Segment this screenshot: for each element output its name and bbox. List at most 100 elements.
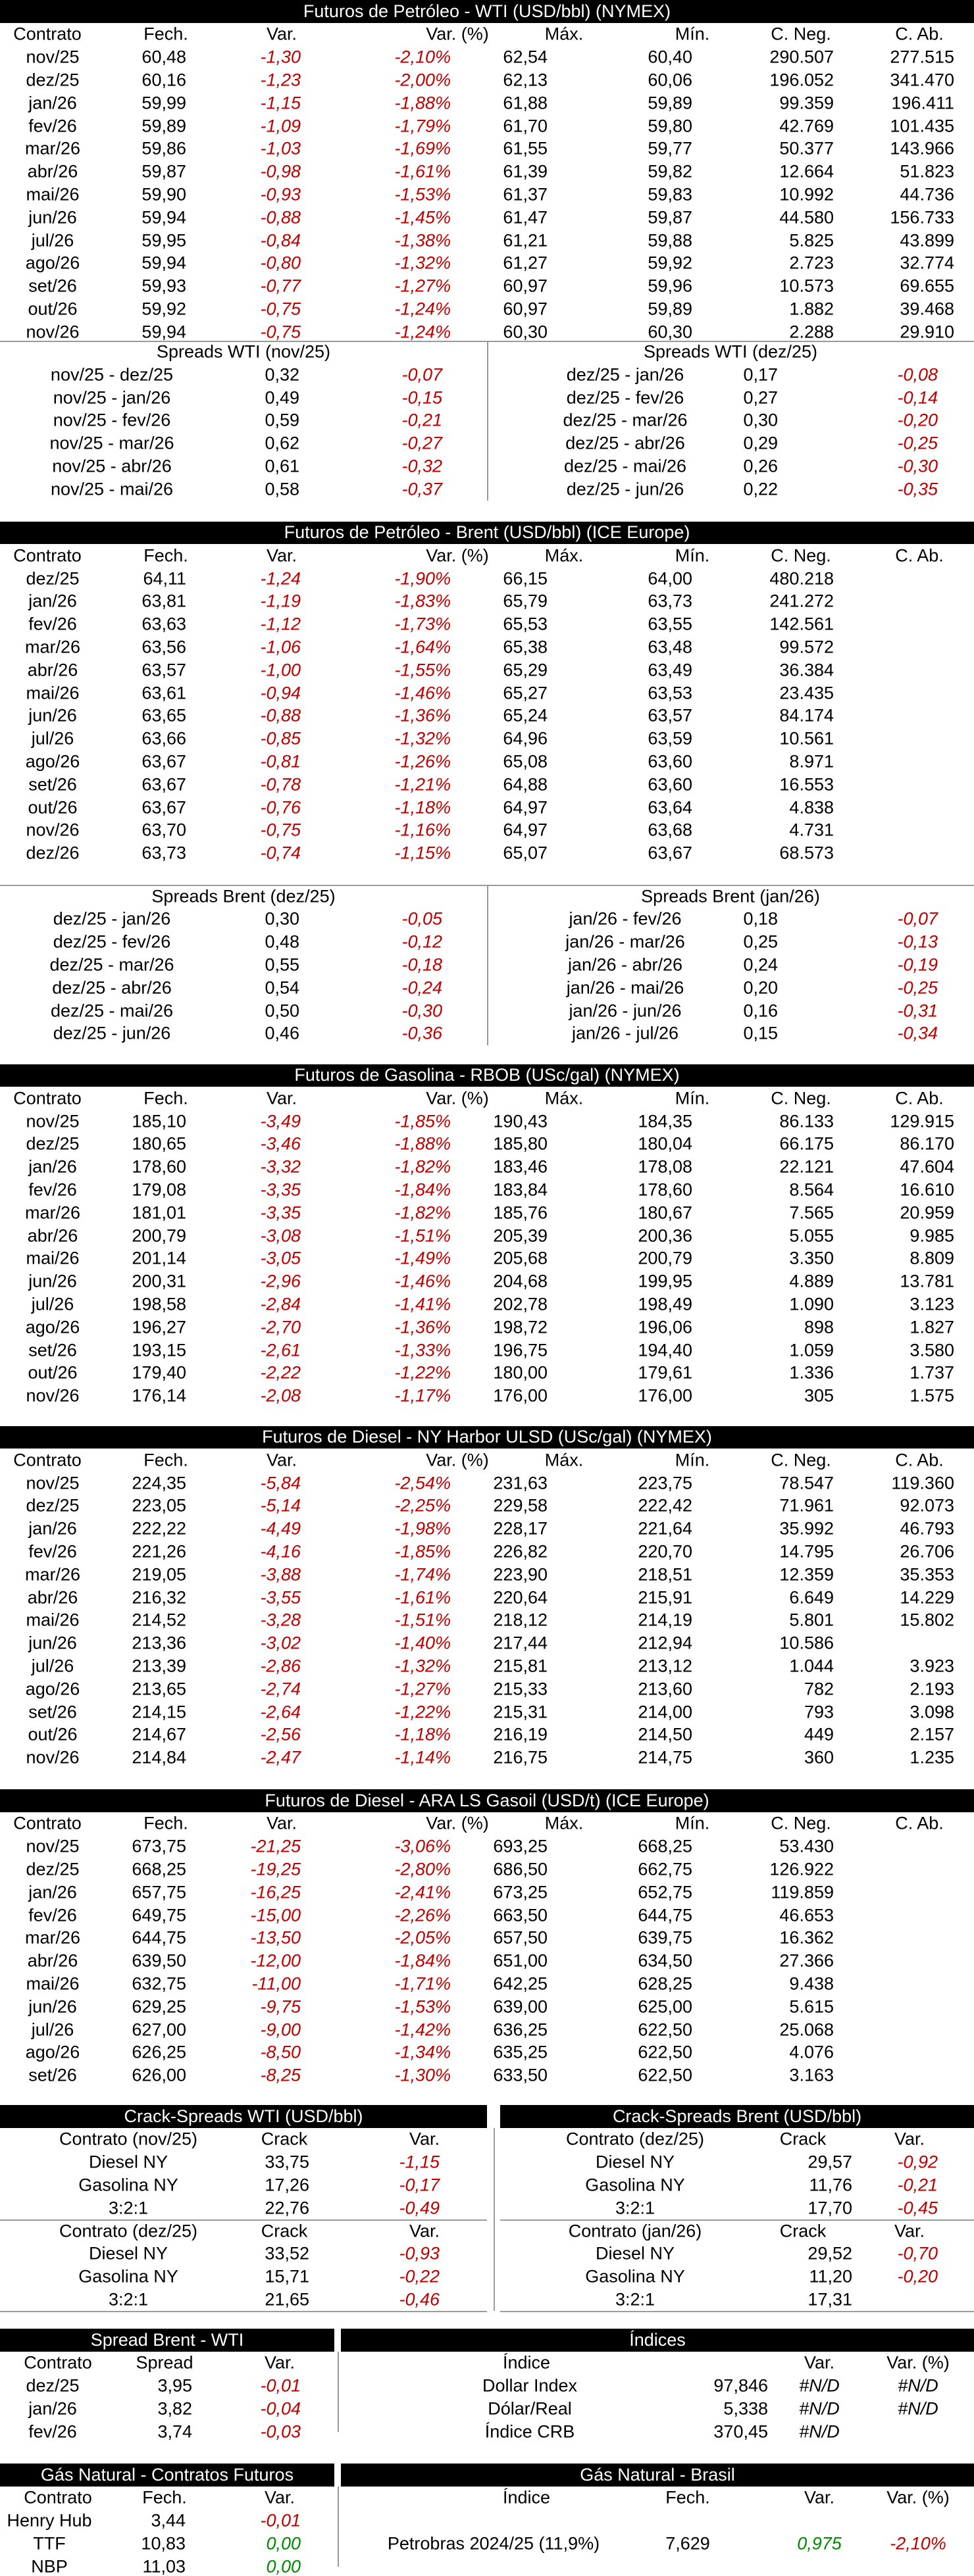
cell: 119.360	[891, 1473, 954, 1493]
cell: -3,06%	[394, 1836, 451, 1856]
cell: -1,61%	[394, 1587, 451, 1608]
cell: 196,75	[493, 1340, 548, 1360]
cell: -1,51%	[394, 1610, 451, 1630]
column-header: Var.	[266, 1450, 297, 1470]
section-title: Índices	[341, 2329, 974, 2352]
row-label: jul/26	[31, 1656, 74, 1676]
cell: 199,95	[638, 1271, 692, 1291]
row-label: dez/25 - mai/26	[50, 1001, 174, 1020]
row-label: mai/26	[26, 683, 80, 703]
cell: -0,70	[897, 2243, 938, 2264]
cell: 216,32	[132, 1587, 186, 1608]
cell: 65,79	[503, 591, 548, 611]
cell: -3,46	[260, 1133, 301, 1154]
row-label: Diesel NY	[88, 2152, 168, 2172]
cell: 63,60	[648, 774, 692, 795]
cell: 229,58	[493, 1495, 548, 1516]
cell: -2,54%	[394, 1473, 451, 1493]
cell: 60,30	[648, 322, 692, 342]
column-header: Var.	[264, 2352, 295, 2373]
cell: 62,13	[503, 70, 548, 90]
cell: 63,67	[141, 774, 186, 795]
cell: -1,32%	[394, 253, 451, 273]
cell: 65,27	[503, 683, 548, 703]
cell: 65,07	[503, 843, 548, 863]
cell: 129.915	[890, 1111, 954, 1131]
row-label: jun/26	[28, 1633, 77, 1653]
cell: -0,84	[260, 230, 301, 250]
cell: 180,04	[638, 1133, 692, 1154]
cell: 63,73	[648, 591, 692, 611]
row-label: mar/26	[24, 1564, 81, 1585]
cell: -0,21	[401, 410, 442, 430]
cell: 65,53	[503, 614, 548, 634]
row-label: Henry Hub	[7, 2510, 92, 2531]
cell: 205,68	[493, 1248, 548, 1268]
cell: -0,36	[401, 1023, 442, 1043]
cell: 200,31	[132, 1271, 186, 1291]
cell: -0,05	[401, 908, 442, 929]
row-label: ago/26	[25, 751, 80, 772]
column-header: Var.	[266, 24, 297, 44]
cell: 193,15	[132, 1340, 186, 1360]
cell: 20.959	[900, 1202, 954, 1223]
cell: 60,97	[503, 299, 548, 319]
cell: 5.055	[789, 1226, 834, 1246]
row-label: Gasolina NY	[78, 2266, 178, 2287]
cell: 5.615	[789, 1996, 834, 2017]
cell: 65,24	[503, 705, 548, 726]
cell: 212,94	[638, 1633, 692, 1653]
cell: 214,75	[638, 1747, 692, 1768]
cell: -0,85	[260, 728, 301, 749]
column-header: C. Neg.	[771, 24, 831, 44]
cell: -1,27%	[394, 276, 451, 296]
cell: -1,30	[260, 47, 301, 67]
cell: 0,49	[265, 387, 299, 408]
cell: -2,26%	[394, 1905, 451, 1925]
cell: 634,50	[638, 1950, 692, 1971]
cell: 68.573	[779, 843, 834, 863]
cell: 59,89	[648, 299, 692, 319]
cell: 59,77	[648, 138, 692, 159]
cell: 69.655	[900, 276, 954, 296]
cell: 0,18	[743, 908, 778, 929]
cell: -0,31	[897, 1001, 938, 1020]
cell: 216,75	[493, 1747, 548, 1768]
cell: -1,55%	[394, 660, 451, 680]
cell: 29,52	[807, 2243, 852, 2264]
cell: -0,75	[260, 820, 301, 840]
cell: 622,50	[638, 2019, 692, 2039]
cell: 184,35	[638, 1111, 692, 1131]
column-header: Máx.	[544, 1813, 584, 1833]
cell: 119.859	[771, 1882, 834, 1902]
row-label: jul/26	[31, 1294, 74, 1314]
section-title: Crack-Spreads Brent (USD/bbl)	[500, 2105, 974, 2128]
cell: -1,73%	[394, 614, 451, 634]
cell: -2,96	[260, 1271, 301, 1291]
cell: 215,31	[493, 1702, 548, 1722]
column-header: Fech.	[143, 1813, 188, 1833]
cell: -2,41%	[394, 1882, 451, 1902]
cell: 59,88	[648, 230, 692, 250]
divider	[0, 2219, 487, 2221]
row-label: jan/26 - mai/26	[566, 978, 684, 998]
cell: -0,30	[897, 456, 938, 476]
column-header: Contrato	[24, 2487, 92, 2508]
cell: 0,26	[743, 456, 778, 476]
cell: 65,38	[503, 637, 548, 657]
row-label: nov/25 - mai/26	[50, 479, 174, 499]
row-label: nov/25	[26, 1836, 80, 1856]
cell: 635,25	[493, 2042, 548, 2062]
column-header: Var.	[804, 2352, 835, 2373]
cell: 0,30	[743, 410, 778, 430]
cell: -2,74	[260, 1679, 301, 1699]
cell: 202,78	[493, 1294, 548, 1314]
cell: 12.664	[779, 161, 834, 182]
row-label: fev/26	[28, 614, 77, 634]
cell: -5,14	[260, 1495, 301, 1516]
cell: -0,03	[260, 2421, 301, 2442]
cell: 214,00	[638, 1702, 692, 1722]
divider	[487, 340, 488, 501]
cell: -1,64%	[394, 637, 451, 657]
cell: 649,75	[132, 1905, 186, 1925]
